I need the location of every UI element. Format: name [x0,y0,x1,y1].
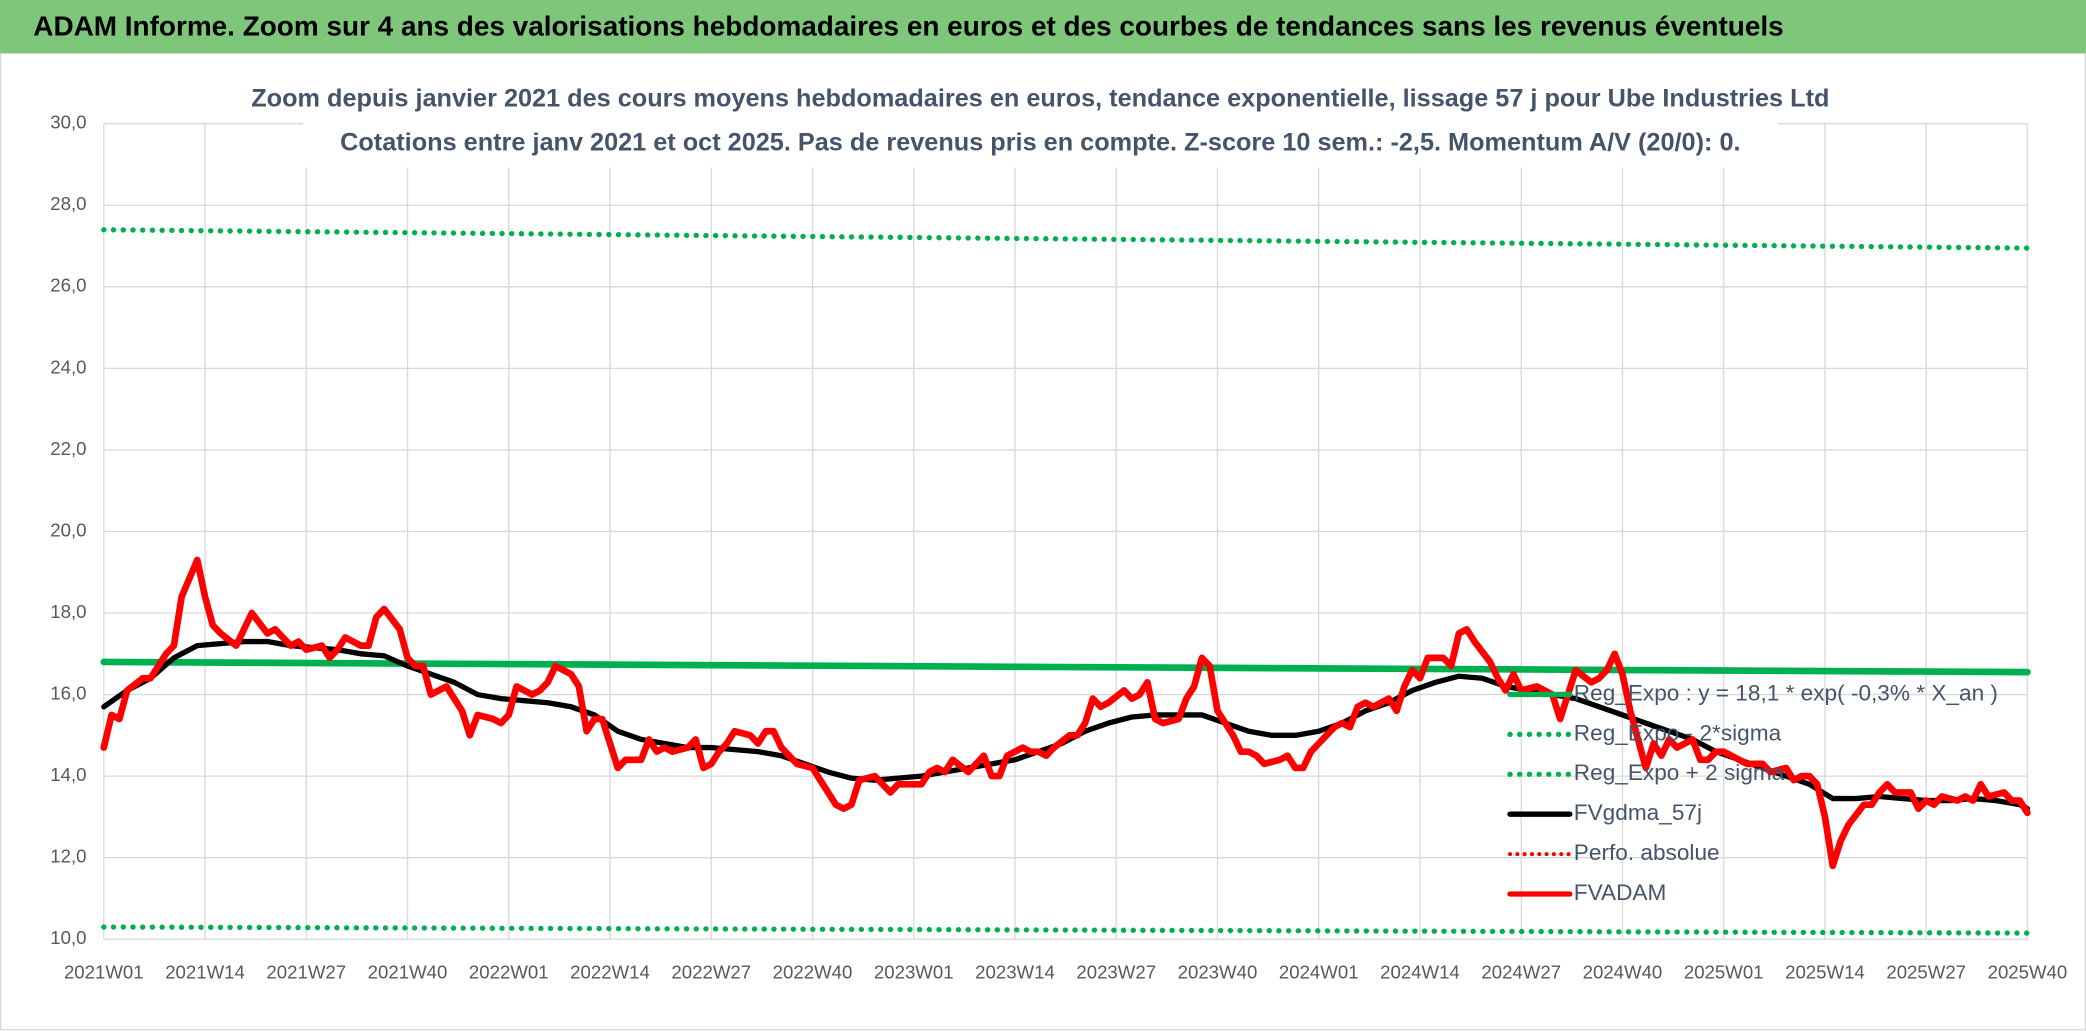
y-tick-label: 14,0 [50,764,86,785]
chart-subtitle: Cotations entre janv 2021 et oct 2025. P… [340,128,1740,156]
x-tick-label: 2025W40 [1988,962,2068,983]
x-tick-label: 2024W01 [1279,962,1359,983]
x-tick-label: 2022W01 [469,962,549,983]
legend-label: Reg_Expo + 2 sigma [1574,760,1785,785]
x-tick-label: 2021W01 [64,962,144,983]
y-tick-label: 28,0 [50,193,86,214]
legend-label: FVADAM [1574,880,1667,905]
x-tick-label: 2022W27 [671,962,751,983]
header-title: ADAM Informe. Zoom sur 4 ans des valoris… [33,10,1783,41]
series-line [101,227,2031,251]
y-tick-label: 22,0 [50,438,86,459]
x-tick-label: 2025W01 [1684,962,1764,983]
x-tick-label: 2021W14 [165,962,245,983]
plot [100,227,2031,936]
x-tick-label: 2024W40 [1583,962,1663,983]
series-line [100,556,2031,870]
y-tick-label: 18,0 [50,601,86,622]
chart-title: Zoom depuis janvier 2021 des cours moyen… [251,84,1829,112]
x-tick-label: 2025W27 [1886,962,1966,983]
y-tick-label: 30,0 [50,112,86,133]
title-background [303,77,1778,168]
y-tick-label: 12,0 [50,846,86,867]
legend-label: Reg_Expo - 2*sigma [1574,720,1782,745]
legend: Reg_Expo : y = 18,1 * exp( -0,3% * X_an … [1507,680,1998,905]
legend-label: FVgdma_57j [1574,800,1702,825]
grid: 10,0 12,0 14,0 16,0 18,0 20,0 22,0 24,0 26,0 28,0… [50,112,2067,983]
x-tick-label: 2025W14 [1785,962,1865,983]
x-tick-label: 2022W40 [773,962,853,983]
x-tick-label: 2023W27 [1076,962,1156,983]
legend-label: Perfo. absolue [1574,840,1720,865]
y-tick-label: 16,0 [50,682,86,703]
x-tick-label: 2023W40 [1178,962,1258,983]
x-tick-label: 2024W14 [1380,962,1460,983]
series-line [101,924,2031,936]
y-tick-label: 10,0 [50,927,86,948]
x-tick-label: 2024W27 [1481,962,1561,983]
y-tick-label: 24,0 [50,356,86,377]
y-tick-label: 26,0 [50,275,86,296]
x-tick-label: 2023W01 [874,962,954,983]
legend-label: Reg_Expo : y = 18,1 * exp( -0,3% * X_an … [1574,680,1998,705]
x-tick-label: 2022W14 [570,962,650,983]
x-tick-label: 2021W40 [368,962,448,983]
header-bar [0,0,2086,54]
y-tick-label: 20,0 [50,519,86,540]
x-tick-label: 2023W14 [975,962,1055,983]
x-tick-label: 2021W27 [266,962,346,983]
